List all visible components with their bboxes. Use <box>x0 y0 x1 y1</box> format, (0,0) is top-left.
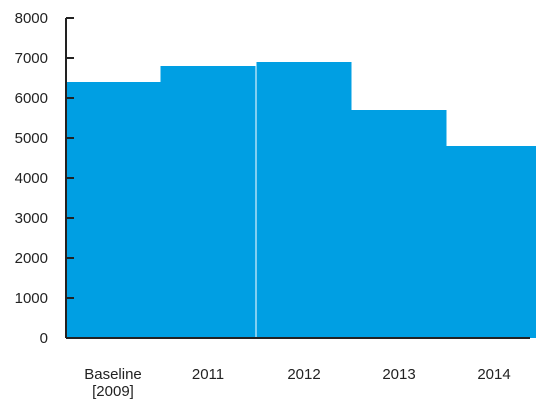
y-tick-label-3: 3000 <box>15 210 48 227</box>
y-tick-label-6: 6000 <box>15 90 48 107</box>
x-labels-layer: Baseline[2009] 2011 2012 2013 2014 <box>84 366 510 400</box>
bar-3 <box>352 110 447 338</box>
y-tick-label-4: 4000 <box>15 170 48 187</box>
y-tick-label-2: 2000 <box>15 250 48 267</box>
y-tick-label-0: 0 <box>40 330 48 347</box>
x-tick-label-4: 2014 <box>477 366 510 383</box>
x-tick-label-1: 2011 <box>192 366 224 383</box>
y-tick-label-7: 7000 <box>15 50 48 67</box>
bar-1 <box>161 66 256 338</box>
y-tick-label-5: 5000 <box>15 130 48 147</box>
x-tick-label-3: 2013 <box>382 366 415 383</box>
bar-0 <box>66 82 161 338</box>
bars-layer <box>66 62 536 338</box>
y-tick-label-8: 8000 <box>15 10 48 27</box>
x-tick-label-0-line-1: [2009] <box>92 383 134 400</box>
y-tick-label-1: 1000 <box>15 290 48 307</box>
x-tick-label-0-line-0: Baseline <box>84 366 142 383</box>
x-tick-label-2: 2012 <box>287 366 320 383</box>
bar-2 <box>257 62 352 338</box>
bar-4 <box>447 146 536 338</box>
